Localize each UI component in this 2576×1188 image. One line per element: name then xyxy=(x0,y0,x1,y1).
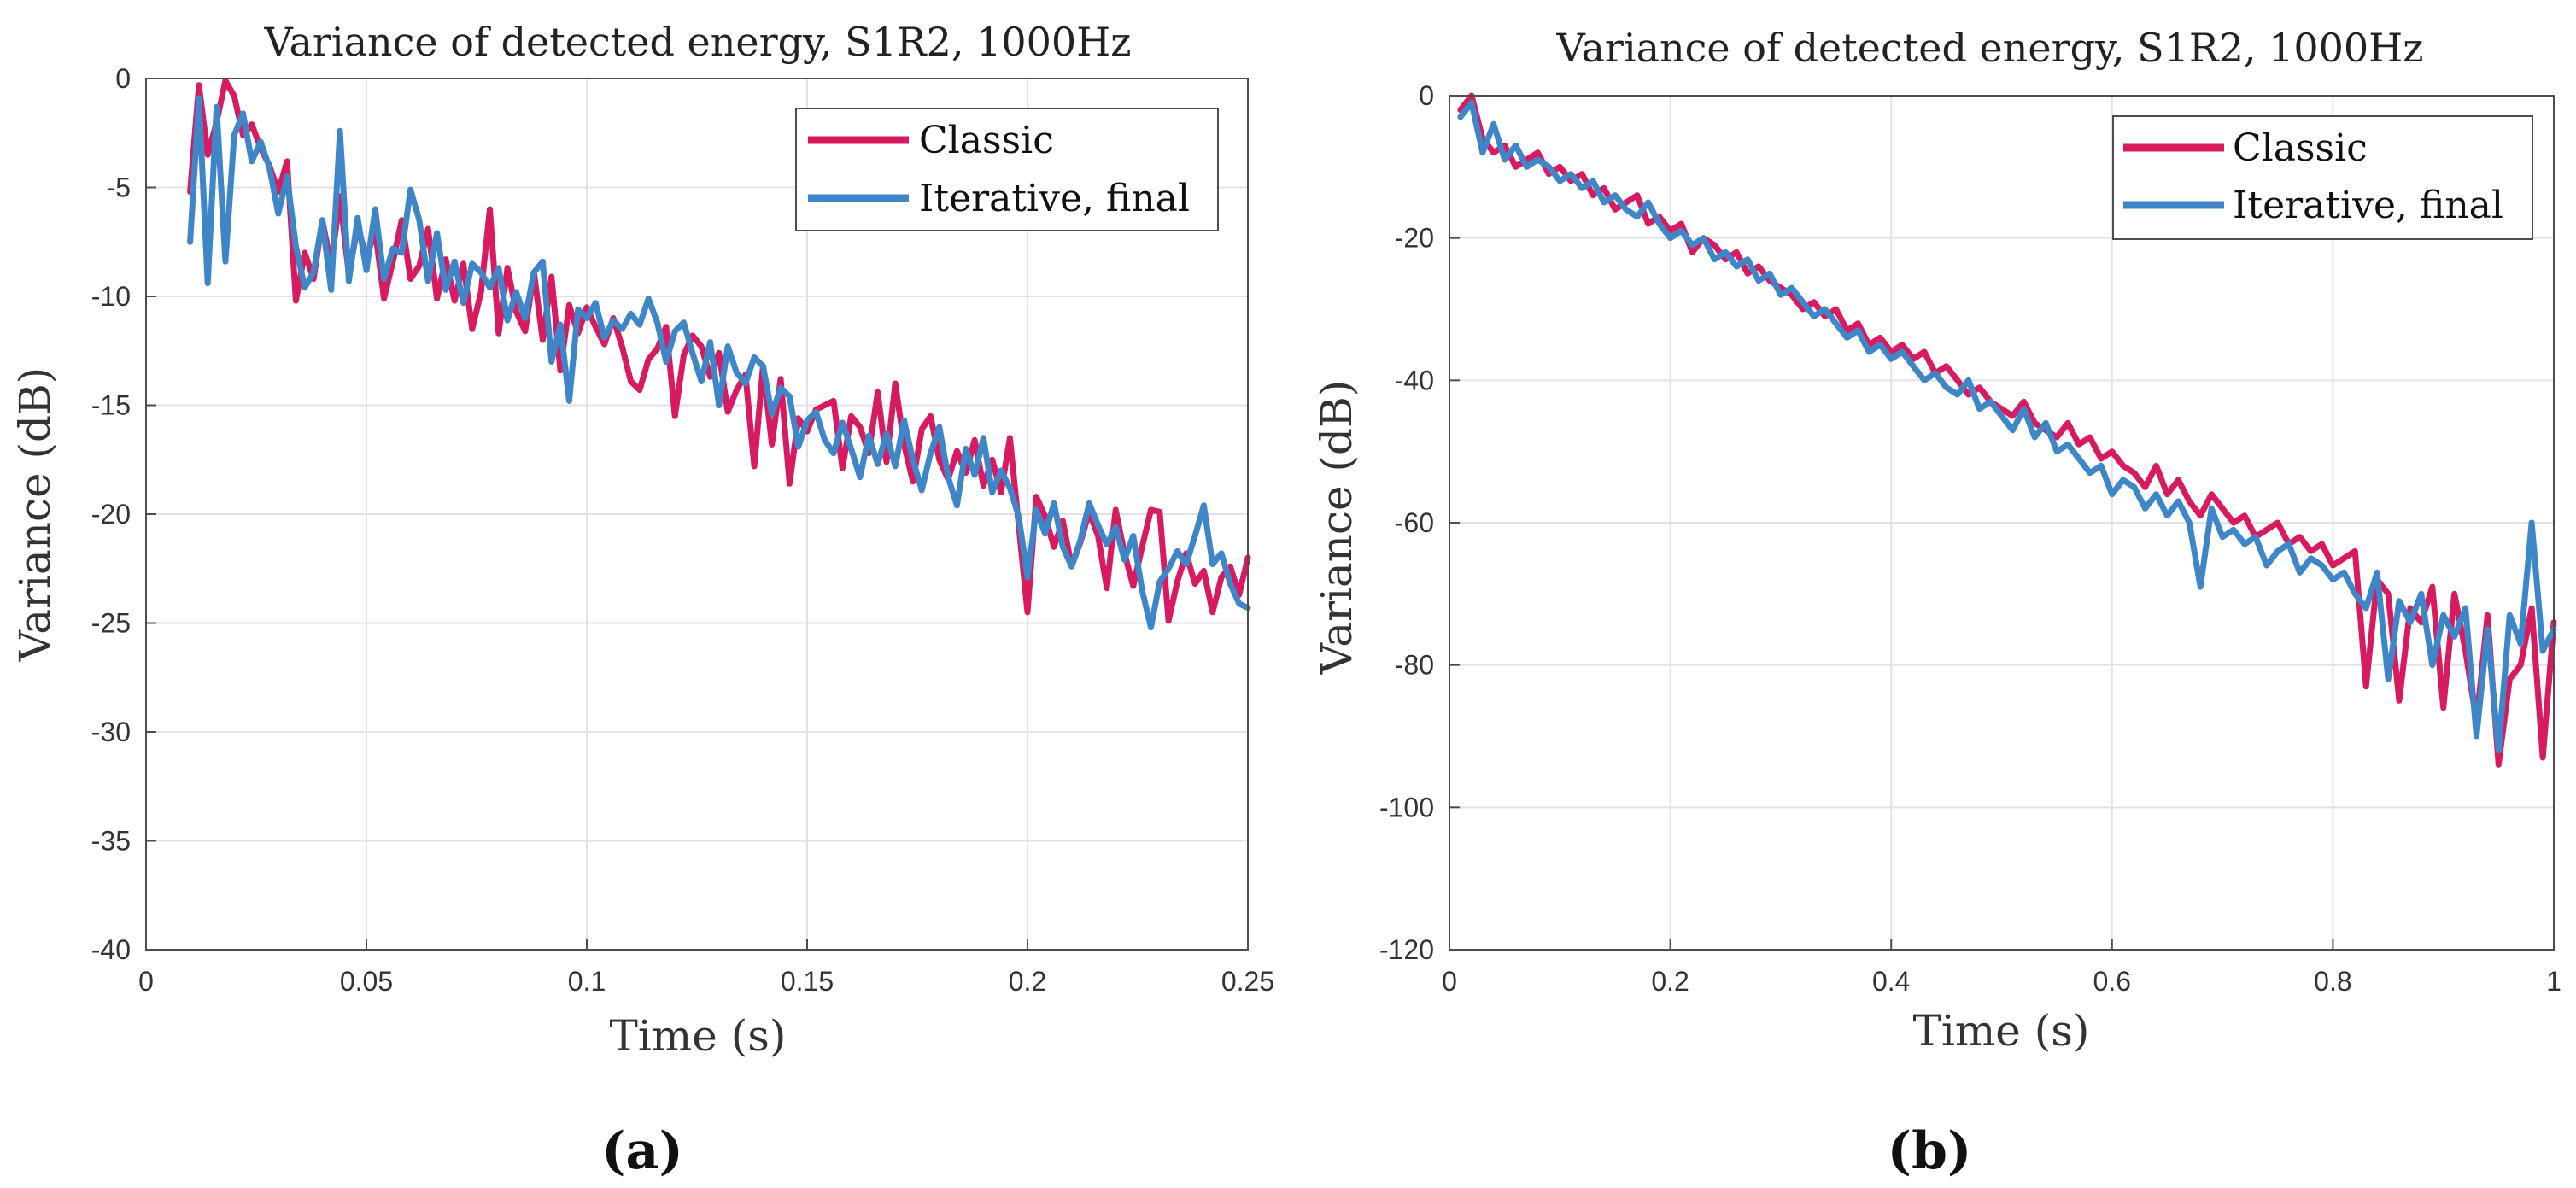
y-tick-label-b: -20 xyxy=(1395,223,1434,254)
tick-labels-a: 0 0.05 0.1 0.15 0.2 0.25 -40 -35 -30 -25 -20 -15 -10… xyxy=(91,63,1274,997)
y-tick-label-a: -20 xyxy=(91,499,131,530)
series-lines-b xyxy=(1457,92,2557,768)
legend-box-a xyxy=(795,108,1219,231)
x-tick-label-a: 0.2 xyxy=(1009,966,1046,997)
y-tick-label-b: -120 xyxy=(1379,934,1434,965)
chart-panel-b: Variance of detected energy, S1R2, 1000H… xyxy=(1312,25,2561,1181)
y-tick-label-b: -80 xyxy=(1395,650,1434,681)
chart-title-a: Variance of detected energy, S1R2, 1000H… xyxy=(263,19,1131,65)
x-tick-label-a: 0 xyxy=(138,966,154,997)
x-axis-label-a: Time (s) xyxy=(610,1011,787,1061)
plot-frame-a xyxy=(145,78,1249,951)
y-tick-label-a: -5 xyxy=(107,173,131,203)
x-tick-label-b: 0.2 xyxy=(1651,966,1689,997)
chart-title-b: Variance of detected energy, S1R2, 1000H… xyxy=(1555,25,2423,71)
panel-label-a: (a) xyxy=(601,1121,683,1181)
y-axis-label-a: Variance (dB) xyxy=(10,367,60,662)
legend-b: Classic Iterative, final xyxy=(2112,115,2533,240)
legend-label-iterative-a: Iterative, final xyxy=(919,177,1190,220)
y-tick-label-a: -35 xyxy=(91,826,131,857)
x-axis-label-b: Time (s) xyxy=(1913,1006,2090,1056)
x-tick-label-a: 0.05 xyxy=(340,966,393,997)
chart-panel-a: Variance of detected energy, S1R2, 1000H… xyxy=(10,19,1274,1181)
x-tick-label-b: 0.4 xyxy=(1872,966,1910,997)
legend-a: Classic Iterative, final xyxy=(795,108,1219,231)
x-tick-label-b: 0 xyxy=(1442,966,1457,997)
x-tick-label-a: 0.15 xyxy=(781,966,834,997)
series-line-iterative-b xyxy=(1457,99,2557,754)
legend-label-classic-b: Classic xyxy=(2233,126,2368,170)
y-tick-label-a: -15 xyxy=(91,390,131,421)
legend-box-b xyxy=(2112,115,2533,240)
y-tick-label-b: -40 xyxy=(1395,365,1434,395)
x-tick-label-a: 0.25 xyxy=(1221,966,1274,997)
y-tick-label-b: -100 xyxy=(1379,792,1434,822)
y-tick-label-a: 0 xyxy=(115,63,131,94)
series-lines-a xyxy=(187,78,1251,631)
x-tick-label-b: 1 xyxy=(2546,966,2561,997)
panel-label-b: (b) xyxy=(1888,1121,1972,1181)
x-tick-label-b: 0.8 xyxy=(2314,966,2351,997)
x-tick-label-b: 0.6 xyxy=(2093,966,2131,997)
x-tick-label-a: 0.1 xyxy=(568,966,606,997)
y-tick-label-b: -60 xyxy=(1395,507,1434,538)
legend-label-classic-a: Classic xyxy=(919,119,1054,162)
plot-frame-b xyxy=(1449,95,2555,951)
y-tick-label-b: 0 xyxy=(1419,80,1434,111)
legend-label-iterative-b: Iterative, final xyxy=(2233,184,2503,227)
y-tick-label-a: -25 xyxy=(91,608,131,639)
y-axis-label-b: Variance (dB) xyxy=(1312,380,1361,675)
y-tick-label-a: -30 xyxy=(91,717,131,747)
series-line-iterative-a xyxy=(187,95,1251,631)
tick-labels-b: 0 0.2 0.4 0.6 0.8 1 -120 -100 -80 -60 -40 -20 0 xyxy=(1379,80,2561,997)
y-tick-label-a: -40 xyxy=(91,934,131,965)
y-tick-label-a: -10 xyxy=(91,281,131,312)
